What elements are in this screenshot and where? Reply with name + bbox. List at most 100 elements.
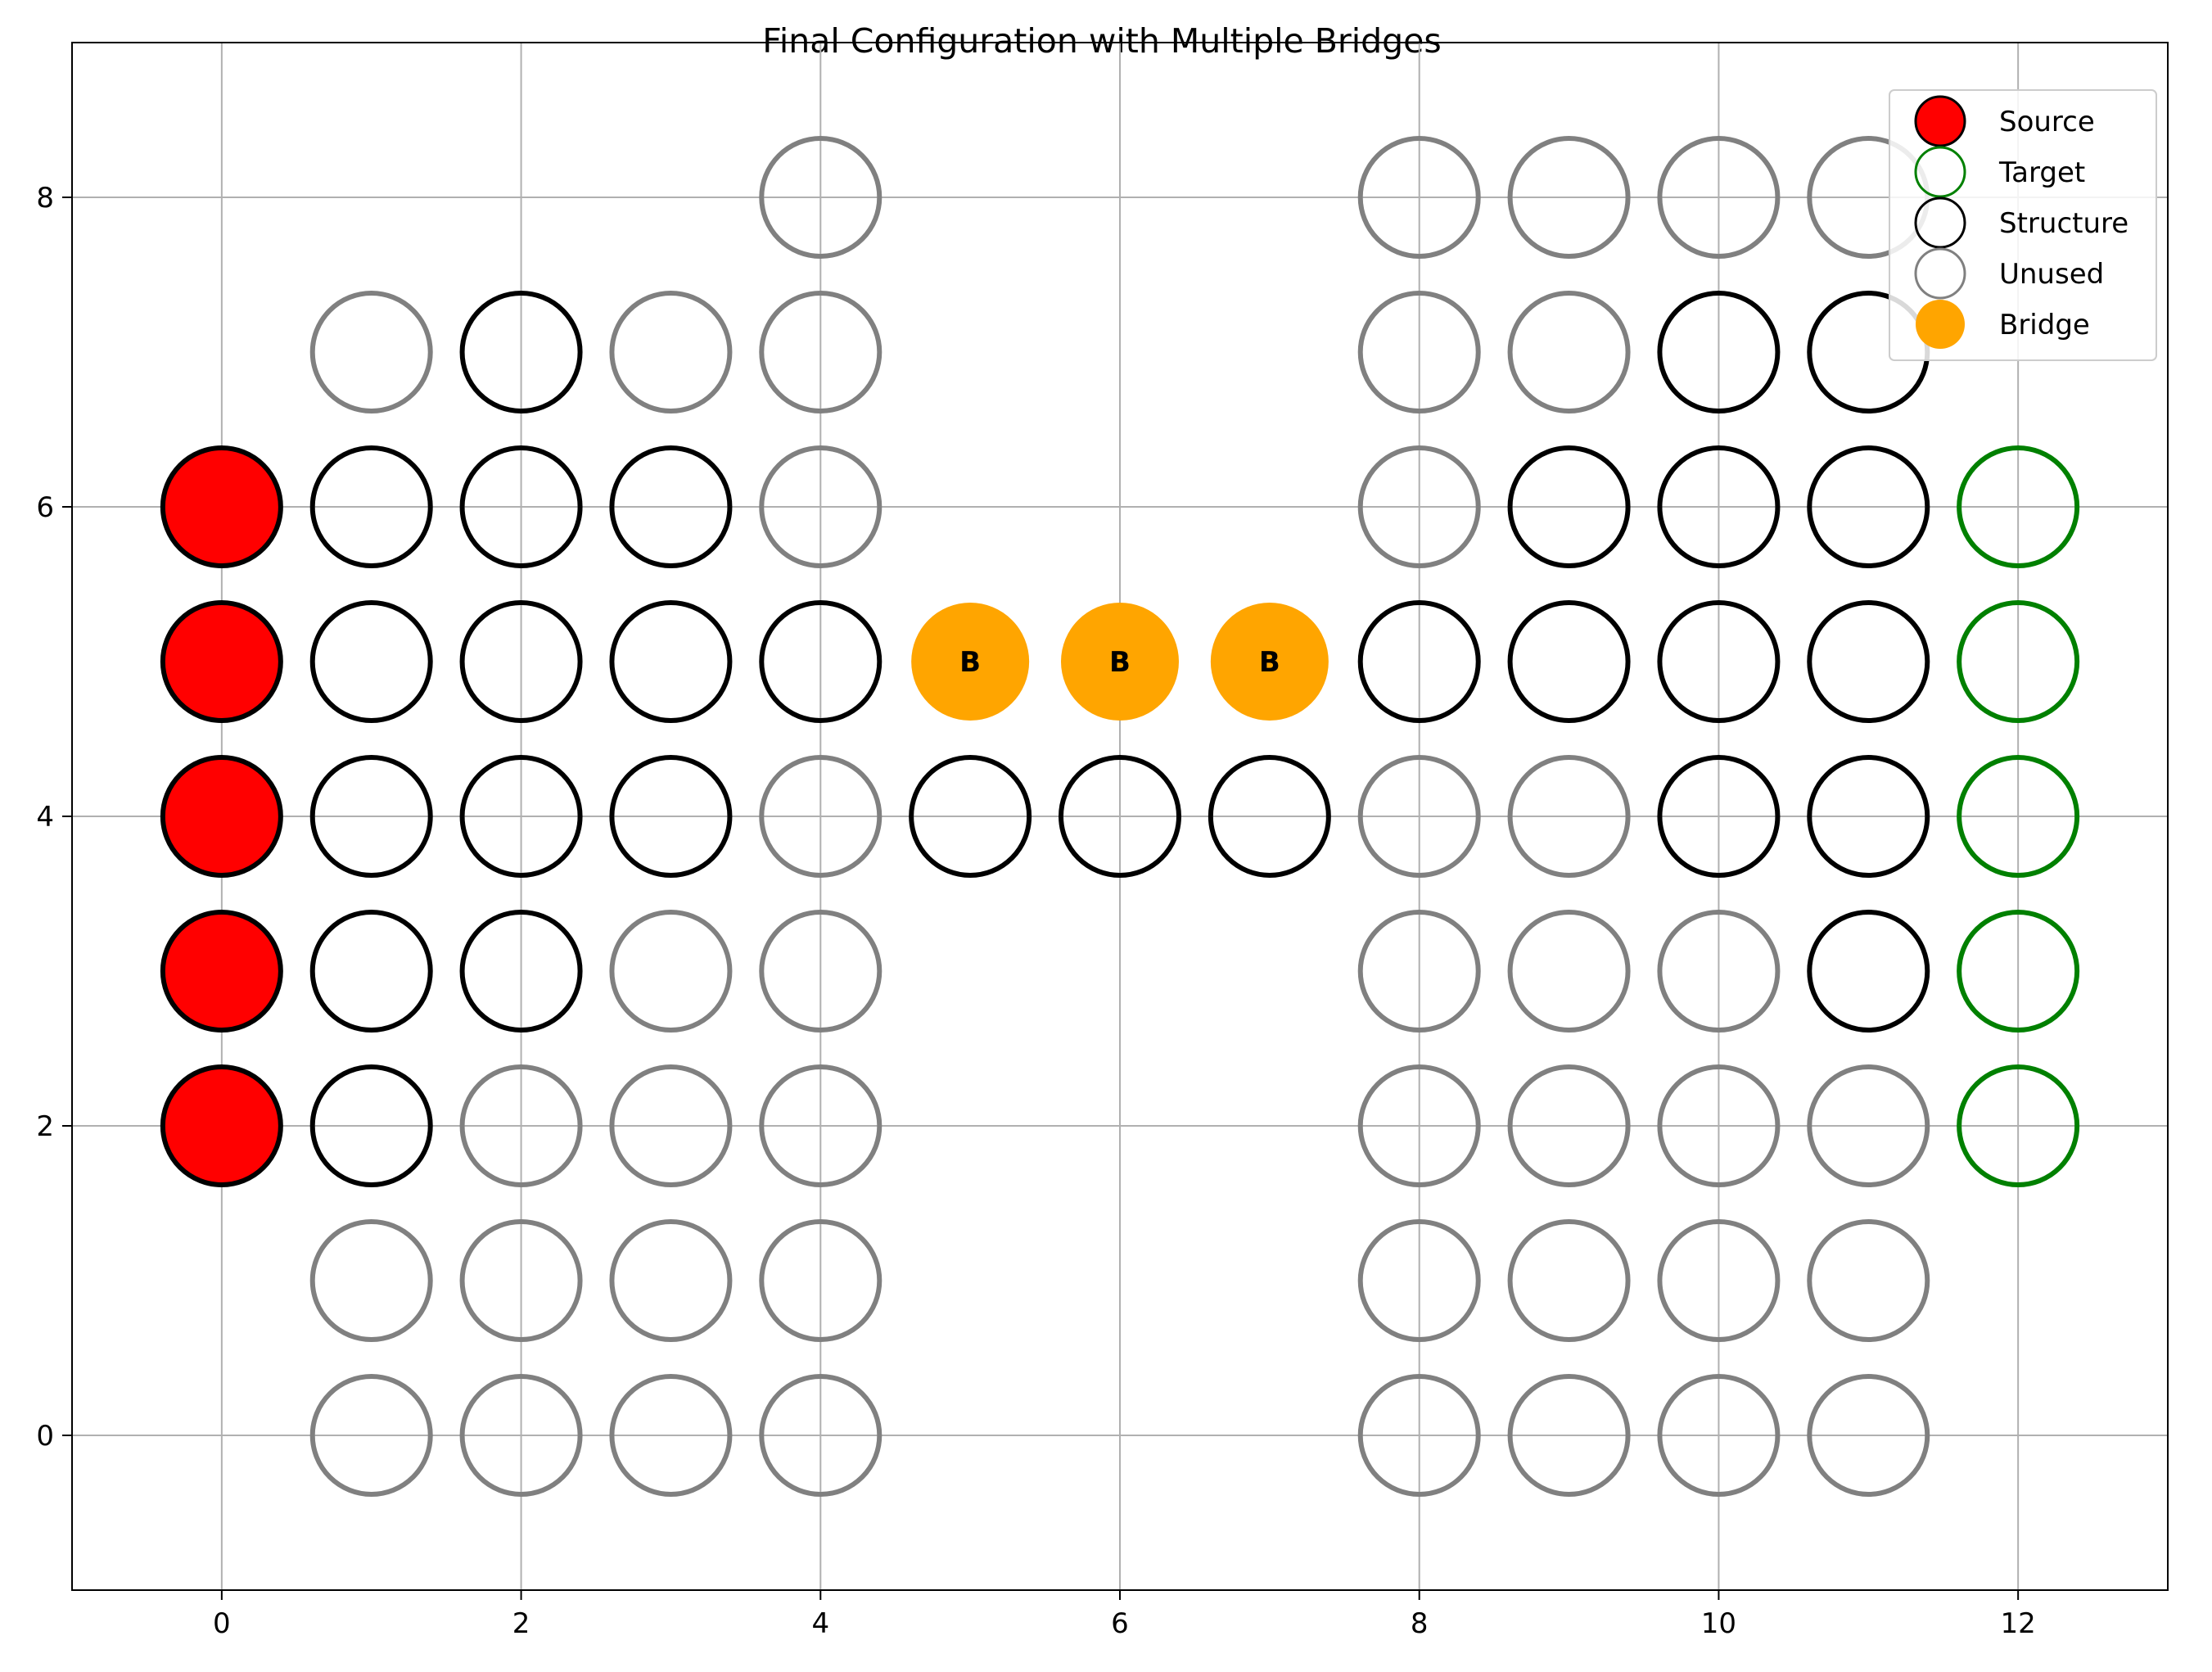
x-tick-label: 12 (2001, 1607, 2036, 1640)
unused-marker (759, 1219, 883, 1342)
unused-marker (1357, 1374, 1481, 1497)
unused-marker (1657, 1064, 1781, 1187)
structure-marker (309, 910, 433, 1033)
legend-structure-icon (1914, 197, 1966, 249)
unused-marker (1507, 1219, 1631, 1342)
unused-marker (759, 445, 883, 568)
unused-marker (1807, 1374, 1930, 1497)
structure-marker (1657, 445, 1781, 568)
unused-marker (1507, 1374, 1631, 1497)
unused-marker (1807, 1219, 1930, 1342)
structure-marker (459, 445, 583, 568)
structure-marker (459, 755, 583, 878)
unused-marker (1657, 1374, 1781, 1497)
unused-marker (759, 755, 883, 878)
unused-marker (459, 1374, 583, 1497)
legend-target-icon (1914, 146, 1966, 198)
unused-marker (1657, 1219, 1781, 1342)
structure-marker (609, 600, 733, 723)
structure-marker (609, 445, 733, 568)
series-source (160, 445, 283, 1187)
bridge-marker (911, 603, 1030, 721)
structure-marker (459, 600, 583, 723)
structure-marker (609, 755, 733, 878)
unused-marker (1357, 755, 1481, 878)
structure-marker (459, 291, 583, 413)
bridge-marker-label: B (1259, 646, 1280, 679)
structure-marker (1208, 755, 1331, 878)
unused-marker (1657, 910, 1781, 1033)
unused-marker (1507, 1064, 1631, 1187)
structure-marker (1657, 291, 1781, 413)
series-target (1957, 445, 2080, 1187)
x-tick-label: 6 (1111, 1607, 1129, 1640)
x-tick-label: 8 (1411, 1607, 1429, 1640)
legend-structure-label: Structure (1999, 207, 2128, 240)
unused-marker (609, 291, 733, 413)
unused-marker (1357, 1219, 1481, 1342)
structure-marker (1059, 755, 1181, 878)
unused-marker (309, 291, 433, 413)
axis-ticks: 0 2 4 6 8 10 12 0 2 4 6 8 (36, 182, 2035, 1640)
structure-marker (1807, 755, 1930, 878)
target-marker (1957, 1064, 2080, 1187)
structure-marker (1657, 755, 1781, 878)
structure-marker (909, 755, 1032, 878)
unused-marker (759, 136, 883, 259)
legend: Source Target Structure Unused Bridge (1889, 89, 2157, 361)
unused-marker (759, 1374, 883, 1497)
unused-marker (1357, 1064, 1481, 1187)
unused-marker (609, 1219, 733, 1342)
structure-marker (1807, 600, 1930, 723)
unused-marker (459, 1064, 583, 1187)
unused-marker (609, 1374, 733, 1497)
source-marker (160, 1064, 283, 1187)
structure-marker (309, 1064, 433, 1187)
x-tick-label: 10 (1701, 1607, 1736, 1640)
legend-bridge-icon (1916, 300, 1965, 349)
unused-marker (309, 1219, 433, 1342)
structure-marker (309, 445, 433, 568)
legend-source-icon (1914, 95, 1966, 147)
bridge-marker-label: B (1109, 646, 1131, 679)
unused-marker (1657, 136, 1781, 259)
bridge-marker-label: B (959, 646, 981, 679)
source-marker (160, 755, 283, 878)
legend-target-label: Target (1998, 156, 2085, 189)
structure-marker (309, 755, 433, 878)
legend-unused-icon (1914, 247, 1966, 300)
unused-marker (459, 1219, 583, 1342)
unused-marker (759, 1064, 883, 1187)
structure-marker (1507, 445, 1631, 568)
structure-marker (1807, 910, 1930, 1033)
unused-marker (309, 1374, 433, 1497)
unused-marker (609, 910, 733, 1033)
structure-marker (1807, 445, 1930, 568)
target-marker (1957, 910, 2080, 1033)
y-tick-label: 4 (36, 801, 54, 834)
chart-title: Final Configuration with Multiple Bridge… (762, 21, 1442, 61)
legend-source-label: Source (1999, 106, 2095, 138)
y-tick-label: 2 (36, 1110, 54, 1143)
unused-marker (1357, 910, 1481, 1033)
unused-marker (1357, 445, 1481, 568)
unused-marker (1357, 291, 1481, 413)
unused-marker (1807, 1064, 1930, 1187)
y-tick-label: 6 (36, 491, 54, 524)
y-tick-label: 0 (36, 1420, 54, 1453)
unused-marker (1507, 910, 1631, 1033)
legend-unused-label: Unused (1999, 258, 2104, 291)
target-marker (1957, 755, 2080, 878)
plot-frame (71, 42, 2169, 1591)
structure-marker (1507, 600, 1631, 723)
unused-marker (759, 910, 883, 1033)
target-marker (1957, 600, 2080, 723)
unused-marker (1357, 136, 1481, 259)
structure-marker (1357, 600, 1481, 723)
target-marker (1957, 445, 2080, 568)
x-tick-label: 0 (213, 1607, 231, 1640)
